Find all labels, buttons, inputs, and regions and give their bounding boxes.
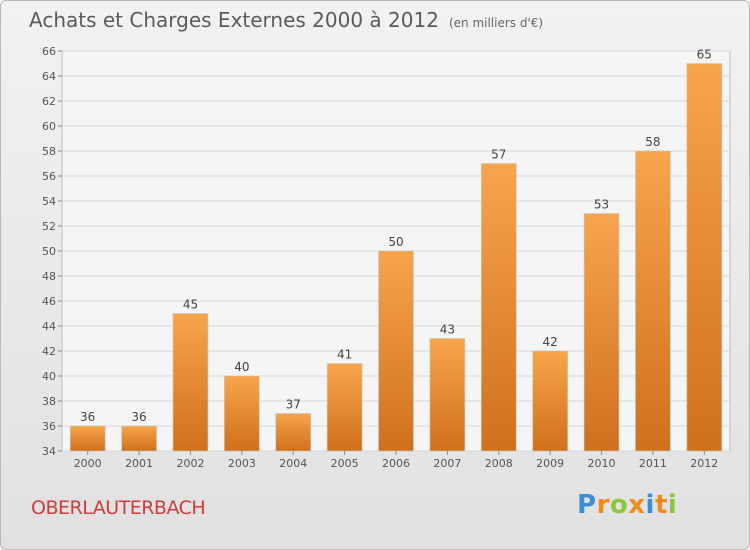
chart-title-text: Achats et Charges Externes 2000 à 2012 [29,8,439,32]
chart-unit: (en milliers d'€) [448,16,544,30]
value-label-2001: 36 [131,410,146,424]
x-tick-label-2012: 2012 [690,457,718,470]
value-label-2000: 36 [80,410,95,424]
x-tick-label-2004: 2004 [279,457,307,470]
logo-letter: x [628,490,646,520]
x-tick-label-2007: 2007 [433,457,461,470]
chart-title: Achats et Charges Externes 2000 à 2012 (e… [29,8,543,32]
y-tick-label: 40 [42,370,56,383]
bar-2012 [686,63,723,452]
y-tick-label: 56 [42,170,56,183]
x-tick-label-2000: 2000 [74,457,102,470]
logo-letter: r [596,490,610,520]
value-label-2008: 57 [491,148,506,162]
y-tick-label: 62 [42,95,56,108]
x-tick-label-2006: 2006 [382,457,410,470]
bar-2003 [224,375,260,452]
value-label-2004: 37 [286,398,301,412]
bar-2005 [326,363,363,452]
location-name: OBERLAUTERBACH [31,497,206,519]
logo-letter: i [667,490,678,520]
x-tick-label-2001: 2001 [125,457,153,470]
x-tick-label-2011: 2011 [639,457,667,470]
logo-letter: P [577,490,597,520]
value-label-2012: 65 [697,48,712,62]
bar-2011 [635,150,671,452]
bar-2007 [429,338,466,452]
logo-letter: o [609,490,629,520]
y-tick-label: 54 [42,195,56,208]
bar-2004 [275,413,312,452]
bar-2000 [69,425,106,452]
bar-2009 [532,350,568,452]
bar-2002 [172,313,209,452]
y-tick-label: 44 [42,320,56,333]
bar-2006 [378,250,414,452]
x-tick-label-2005: 2005 [331,457,359,470]
y-tick-label: 48 [42,270,56,283]
y-tick-label: 38 [42,395,56,408]
bar-2010 [583,213,620,452]
x-tick-label-2009: 2009 [536,457,564,470]
value-label-2002: 45 [183,298,198,312]
proxiti-logo: Proxiti [577,490,677,520]
y-tick-label: 46 [42,295,56,308]
value-label-2009: 42 [543,335,558,349]
value-label-2005: 41 [337,348,352,362]
logo-letter: t [654,490,668,520]
y-tick-label: 50 [42,245,56,258]
y-tick-label: 66 [42,45,56,58]
y-axis: 34 36 38 40 42 44 46 48 50 52 54 56 58 60 62 64 66 [42,45,62,458]
y-tick-label: 58 [42,145,56,158]
y-tick-label: 42 [42,345,56,358]
y-tick-label: 36 [42,420,56,433]
x-tick-label-2003: 2003 [228,457,256,470]
y-tick-label: 60 [42,120,56,133]
value-label-2010: 53 [594,198,609,212]
x-tick-label-2002: 2002 [176,457,204,470]
y-tick-label: 34 [42,445,56,458]
x-tick-label-2010: 2010 [588,457,616,470]
value-label-2006: 50 [388,235,403,249]
y-tick-label: 64 [42,70,56,83]
bar-2008 [480,163,517,452]
x-tick-label-2008: 2008 [485,457,513,470]
bar-2001 [121,425,157,452]
y-tick-label: 52 [42,220,56,233]
value-label-2003: 40 [234,360,249,374]
value-label-2011: 58 [645,135,660,149]
x-axis: 2000 2001 2002 2003 2004 2005 2006 2007 2008 2009… [74,451,718,470]
value-label-2007: 43 [440,323,455,337]
logo-letter: i [645,490,655,520]
